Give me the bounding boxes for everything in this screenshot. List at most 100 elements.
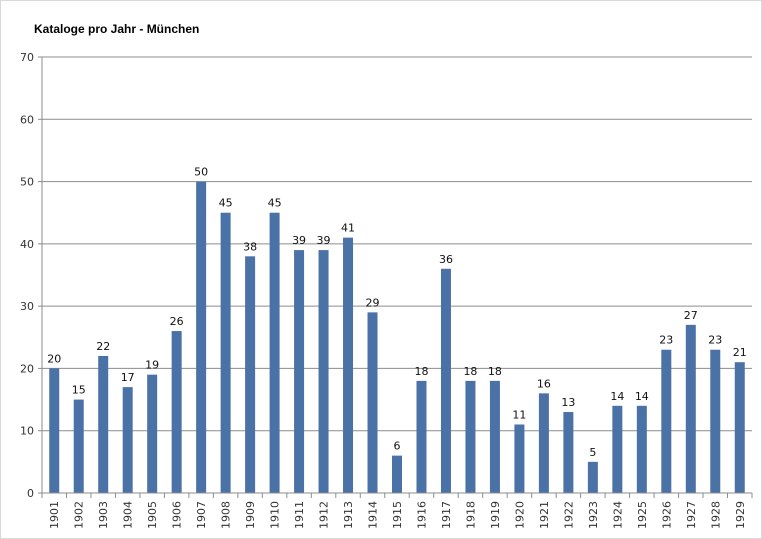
x-tick-label-1926: 1926 xyxy=(660,501,673,529)
data-label-1913: 41 xyxy=(341,222,355,235)
bars xyxy=(49,181,745,494)
x-tick-label-1920: 1920 xyxy=(513,501,526,529)
data-label-1905: 19 xyxy=(145,359,159,372)
data-label-1904: 17 xyxy=(121,371,135,384)
data-label-1914: 29 xyxy=(366,296,380,309)
data-label-1917: 36 xyxy=(439,253,453,266)
bar-1919 xyxy=(489,380,500,493)
data-label-1929: 21 xyxy=(733,346,747,359)
data-label-1928: 23 xyxy=(708,334,722,347)
bar-1913 xyxy=(343,237,354,493)
bar-1918 xyxy=(465,380,476,493)
data-label-1908: 45 xyxy=(219,197,233,210)
bar-1902 xyxy=(73,399,84,493)
x-tick-label-1903: 1903 xyxy=(97,501,110,529)
x-tick-label-1913: 1913 xyxy=(342,501,355,529)
gridlines xyxy=(42,56,752,432)
bar-1915 xyxy=(392,455,402,493)
data-label-1922: 13 xyxy=(561,396,575,409)
data-label-1911: 39 xyxy=(292,234,306,247)
y-axis-ticks: 0 10 20 30 40 50 60 70 xyxy=(20,51,42,500)
x-tick-label-1927: 1927 xyxy=(685,501,698,529)
y-tick-label: 30 xyxy=(20,300,34,313)
x-tick-label-1917: 1917 xyxy=(440,501,453,529)
data-label-1909: 38 xyxy=(243,240,257,253)
x-tick-label-1929: 1929 xyxy=(734,501,747,529)
data-label-1927: 27 xyxy=(684,309,698,322)
y-tick-label: 70 xyxy=(20,51,34,64)
bar-1920 xyxy=(514,424,525,493)
y-tick-label: 10 xyxy=(20,425,34,438)
data-label-1920: 11 xyxy=(512,408,526,421)
x-tick-label-1912: 1912 xyxy=(318,501,331,529)
bar-1917 xyxy=(440,268,451,493)
x-tick-label-1928: 1928 xyxy=(709,501,722,529)
bar-1914 xyxy=(367,312,378,493)
bar-1908 xyxy=(220,212,231,493)
x-tick-label-1919: 1919 xyxy=(489,501,502,529)
chart-title: Kataloge pro Jahr - München xyxy=(34,22,199,36)
data-label-1903: 22 xyxy=(96,340,110,353)
bar-1909 xyxy=(245,256,256,493)
x-tick-label-1915: 1915 xyxy=(391,501,404,529)
x-tick-label-1904: 1904 xyxy=(122,501,135,529)
y-tick-label: 0 xyxy=(27,487,34,500)
data-label-1906: 26 xyxy=(170,315,184,328)
bar-1922 xyxy=(563,412,574,493)
x-tick-label-1918: 1918 xyxy=(464,501,477,529)
x-tick-label-1916: 1916 xyxy=(415,501,428,529)
bar-1927 xyxy=(685,324,696,493)
x-tick-label-1907: 1907 xyxy=(195,501,208,529)
data-label-1910: 45 xyxy=(268,197,282,210)
x-tick-label-1909: 1909 xyxy=(244,501,257,529)
x-tick-label-1922: 1922 xyxy=(562,501,575,529)
data-label-1916: 18 xyxy=(414,365,428,378)
x-tick-label-1908: 1908 xyxy=(220,501,233,529)
bar-1907 xyxy=(196,181,207,494)
y-tick-label: 40 xyxy=(20,238,34,251)
y-tick-label: 50 xyxy=(20,176,34,189)
x-axis: 1901 1902 1903 1904 1905 1906 1907 1908 1909 1910… xyxy=(41,57,753,529)
x-tick-label-1905: 1905 xyxy=(146,501,159,529)
x-tick-label-1914: 1914 xyxy=(367,501,380,529)
bar-1906 xyxy=(171,331,182,493)
bar-1928 xyxy=(710,349,721,493)
data-label-1919: 18 xyxy=(488,365,502,378)
x-tick-label-1911: 1911 xyxy=(293,501,306,529)
x-tick-label-1924: 1924 xyxy=(611,501,624,529)
x-tick-label-1901: 1901 xyxy=(48,501,61,529)
data-label-1918: 18 xyxy=(463,365,477,378)
bar-1924 xyxy=(612,405,623,493)
data-label-1907: 50 xyxy=(194,166,208,179)
data-label-1921: 16 xyxy=(537,377,551,390)
bar-1929 xyxy=(734,362,745,493)
data-labels: 20 15 22 17 19 26 50 45 38 45 39 39 41 29 6 18 36 18 18 11 1… xyxy=(47,166,747,459)
data-label-1901: 20 xyxy=(47,352,61,365)
bar-1905 xyxy=(147,374,158,493)
data-label-1925: 14 xyxy=(635,390,649,403)
bar-1923 xyxy=(587,461,598,493)
bar-1925 xyxy=(636,405,647,493)
data-label-1912: 39 xyxy=(317,234,331,247)
bar-1901 xyxy=(49,368,60,493)
y-tick-label: 60 xyxy=(20,113,34,126)
data-label-1923: 5 xyxy=(589,446,596,459)
x-tick-label-1910: 1910 xyxy=(269,501,282,529)
bar-1904 xyxy=(122,387,133,493)
data-label-1924: 14 xyxy=(610,390,624,403)
bar-1911 xyxy=(294,250,305,493)
x-tick-label-1925: 1925 xyxy=(636,501,649,529)
data-label-1902: 15 xyxy=(72,384,86,397)
data-label-1926: 23 xyxy=(659,334,673,347)
x-tick-label-1921: 1921 xyxy=(538,501,551,529)
bar-1903 xyxy=(98,355,109,493)
y-tick-label: 20 xyxy=(20,362,34,375)
bar-1910 xyxy=(269,212,280,493)
x-tick-label-1923: 1923 xyxy=(587,501,600,529)
data-label-1915: 6 xyxy=(394,440,401,453)
bar-1926 xyxy=(661,349,672,493)
bar-1912 xyxy=(318,250,329,493)
x-tick-label-1902: 1902 xyxy=(73,501,86,529)
bar-1921 xyxy=(538,393,549,493)
